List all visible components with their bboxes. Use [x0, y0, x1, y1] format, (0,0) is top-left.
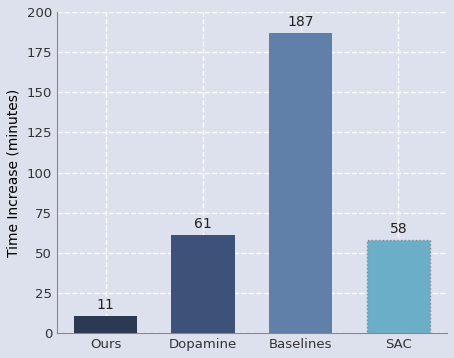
Bar [172, 235, 235, 333]
Text: 11: 11 [97, 297, 114, 311]
Text: 187: 187 [287, 15, 314, 29]
Y-axis label: Time Increase (minutes): Time Increase (minutes) [7, 88, 21, 257]
Bar [269, 33, 332, 333]
Bar [74, 315, 138, 333]
Text: 58: 58 [390, 222, 407, 236]
Bar [366, 240, 430, 333]
Text: 61: 61 [194, 217, 212, 231]
